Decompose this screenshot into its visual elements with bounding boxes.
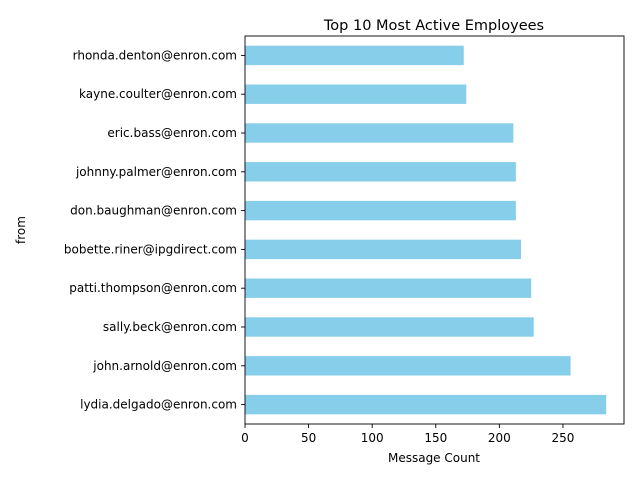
bar-8: [245, 84, 467, 104]
x-tick-label: 100: [361, 431, 384, 445]
y-tick-label: don.baughman@enron.com: [70, 204, 237, 218]
x-tick-label: 250: [551, 431, 574, 445]
y-tick-label: kayne.coulter@enron.com: [79, 87, 237, 101]
y-tick-label: rhonda.denton@enron.com: [73, 48, 237, 62]
bar-7: [245, 123, 514, 143]
y-tick-label: eric.bass@enron.com: [107, 126, 237, 140]
x-tick-label: 0: [241, 431, 249, 445]
y-tick-label: sally.beck@enron.com: [103, 320, 237, 334]
y-tick-label: patti.thompson@enron.com: [69, 281, 237, 295]
x-axis-title: Message Count: [388, 451, 480, 465]
x-tick-label: 150: [424, 431, 447, 445]
bars-group: [245, 45, 607, 415]
y-tick-label: lydia.delgado@enron.com: [80, 398, 237, 412]
y-axis-title: from: [14, 216, 28, 244]
x-ticks-group: 0 50 100 150 200 250: [241, 424, 574, 445]
bar-3: [245, 278, 532, 298]
x-tick-label: 200: [488, 431, 511, 445]
bar-0: [245, 394, 607, 415]
bar-9: [245, 45, 464, 66]
y-tick-label: john.arnold@enron.com: [92, 359, 237, 373]
bar-1: [245, 356, 571, 376]
plot-frame: [244, 35, 625, 425]
bar-4: [245, 239, 521, 260]
bar-6: [245, 162, 516, 182]
y-tick-label: bobette.riner@ipgdirect.com: [64, 242, 237, 256]
chart-title: Top 10 Most Active Employees: [323, 18, 544, 34]
y-tick-label: johnny.palmer@enron.com: [75, 165, 237, 179]
bar-2: [245, 317, 534, 337]
bar-5: [245, 200, 516, 221]
y-ticks-group: lydia.delgado@enron.com john.arnold@enron…: [64, 48, 245, 412]
x-tick-label: 50: [301, 431, 316, 445]
